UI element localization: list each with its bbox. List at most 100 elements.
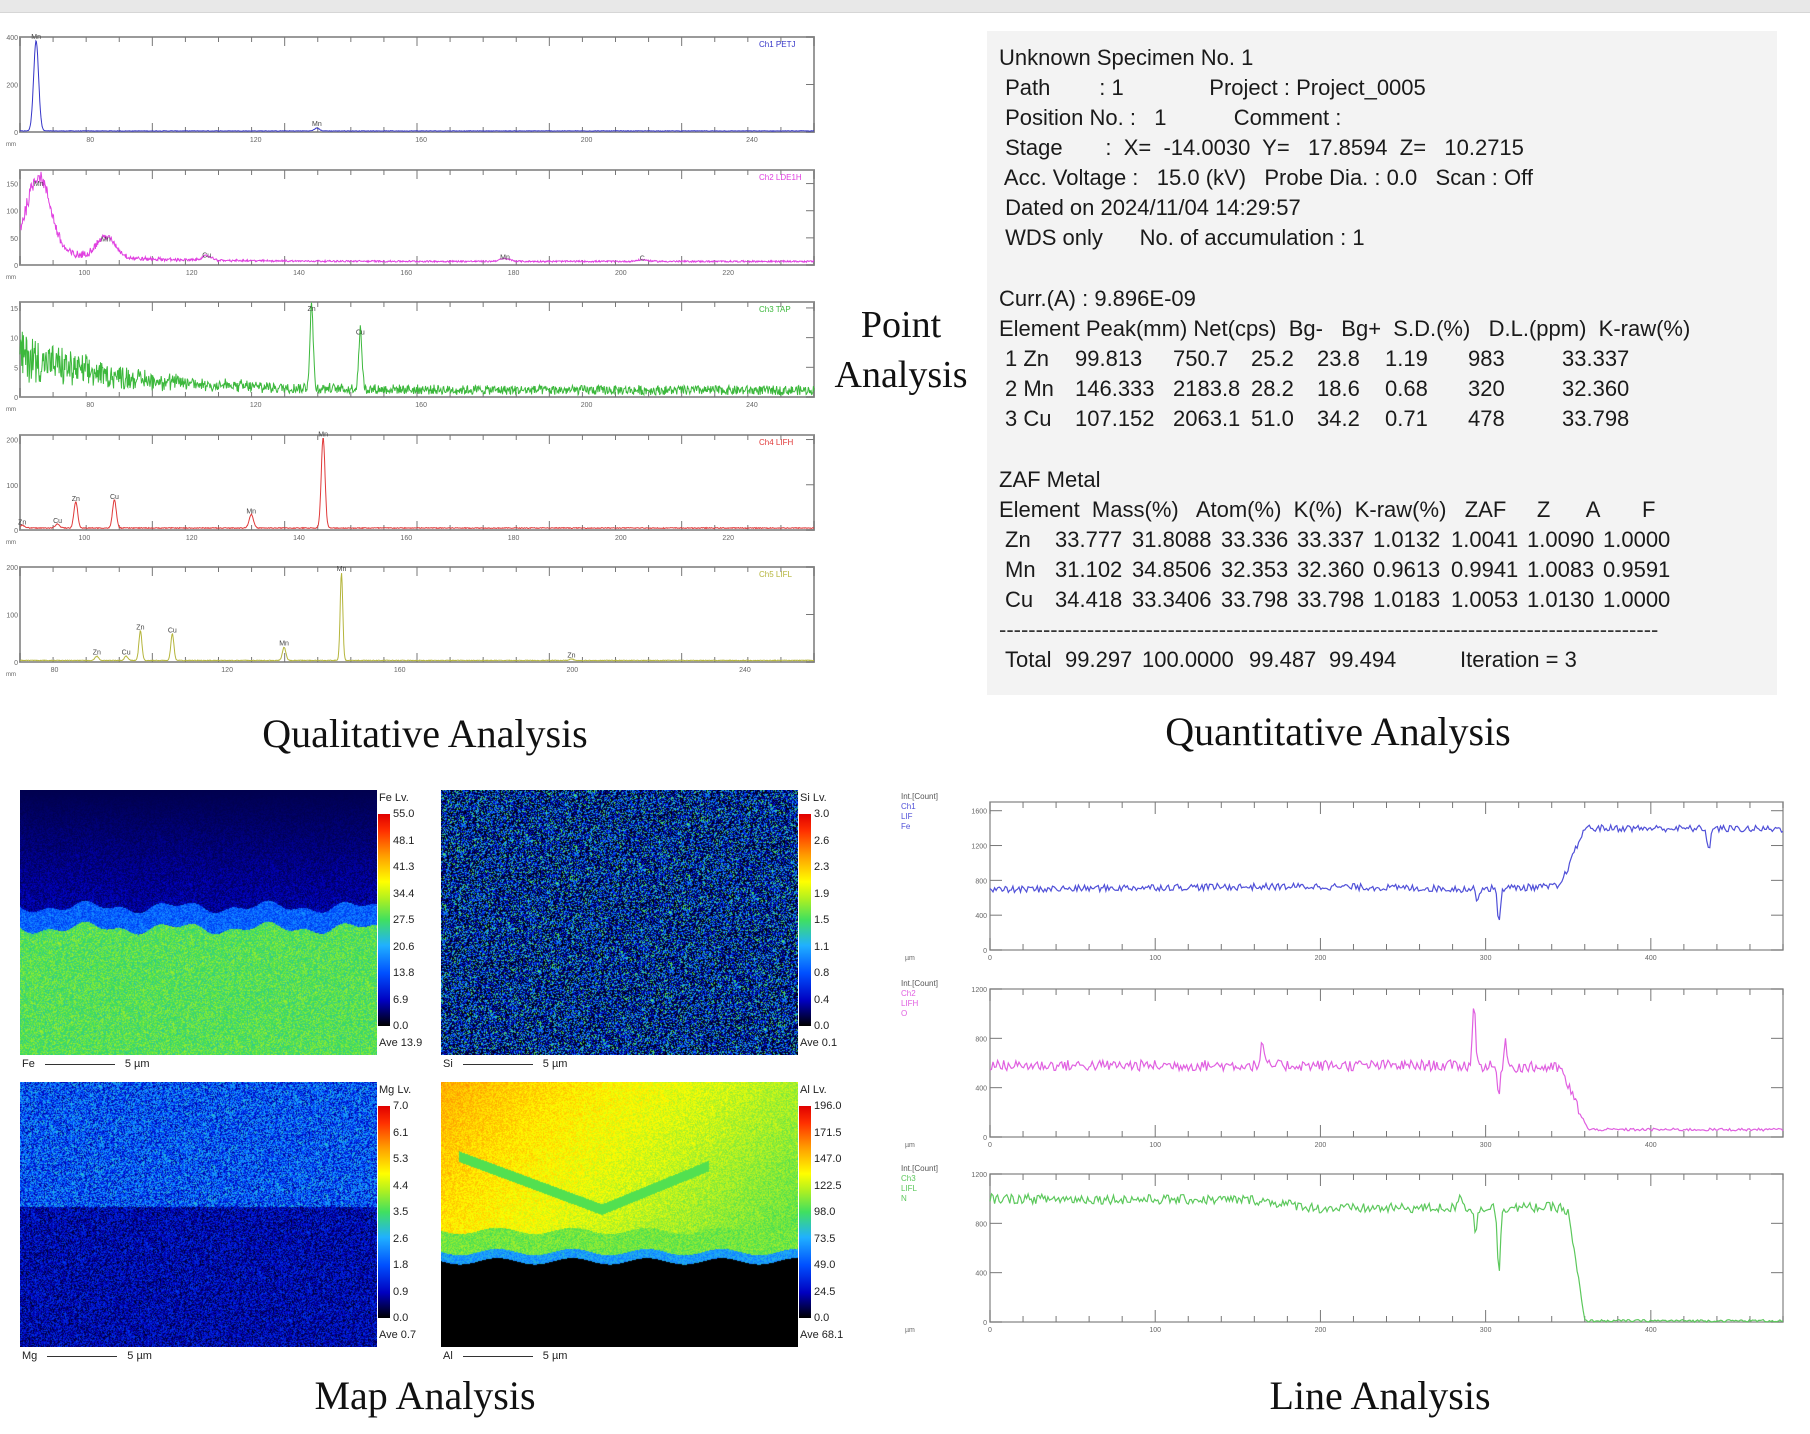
table-cell: 100.0000 (1142, 647, 1234, 672)
level-tick-label: 2.6 (814, 834, 830, 847)
spacer (999, 253, 1777, 284)
table-cell: 32.353 (1221, 557, 1289, 582)
report-header-line: Acc. Voltage : 15.0 (kV) Probe Dia. : 0.… (999, 165, 1533, 190)
x-unit-label: mm (6, 540, 16, 546)
level-tick-label: 171.5 (814, 1126, 842, 1139)
scale-line (462, 1355, 533, 1357)
channel-label: Ch4 LIFH (759, 438, 793, 447)
table-cell: 1.0041 (1451, 527, 1519, 552)
table-cell: 2 Mn (1005, 376, 1054, 401)
table-cell: Zn (1005, 527, 1031, 552)
table-cell: Iteration = 3 (1460, 647, 1577, 672)
level-tick-label: 2.3 (814, 861, 830, 873)
spectrum-chart-4: 100 120 140 160 180 200 220 0 100 200 mm Ch4 LIFH Zn… (6, 430, 820, 558)
peak-label: Zn (72, 496, 80, 503)
level-tick-label: 122.5 (814, 1179, 842, 1192)
window-top-bar (0, 0, 1810, 13)
y-tick-label: 0 (14, 660, 18, 667)
report-header-line: Unknown Specimen No. 1 (999, 45, 1254, 70)
level-tick-label: 0.8 (814, 967, 830, 979)
y-tick-label: 200 (6, 438, 18, 445)
x-tick-label: 300 (1480, 1142, 1492, 1149)
x-tick-label: 200 (615, 270, 627, 277)
channel-label: Ch5 LIFL (759, 570, 792, 579)
separator-line: ----------------------------------------… (999, 617, 1659, 642)
level-tick-label: 41.3 (393, 861, 415, 873)
average-value: Ave 13.9 (379, 1037, 423, 1049)
y-tick-label: 0 (983, 1135, 987, 1142)
report-header-line: Stage : X= -14.0030 Y= 17.8594 Z= 10.271… (999, 135, 1524, 160)
color-scale-bar (378, 814, 390, 1026)
x-tick-label: 200 (581, 402, 593, 409)
x-tick-label: 160 (400, 270, 412, 277)
peak-label: Zn (93, 650, 101, 657)
peak-label: Cu (356, 330, 365, 337)
level-tick-label: 1.9 (814, 887, 830, 900)
y-tick-label: 0 (14, 395, 18, 402)
profile-line (989, 823, 1784, 921)
x-tick-label: 160 (415, 137, 427, 144)
peak-label: Mn (500, 254, 510, 261)
x-tick-label: 400 (1645, 955, 1657, 962)
element-map-mg: Mg Lv. 7.0 6.1 5.3 4.4 3.5 2.6 1.8 0.9 0.0 Ave 0.7… (20, 1082, 440, 1372)
map-analysis-caption: Map Analysis (314, 1373, 536, 1418)
map-element-label: Fe (22, 1058, 35, 1070)
plot-frame (19, 36, 815, 133)
table-cell: 34.8506 (1132, 557, 1212, 582)
map-image (20, 1082, 377, 1347)
x-tick-label: 400 (1645, 1327, 1657, 1334)
average-value: Ave 0.1 (800, 1037, 838, 1049)
table-cell: 983 (1468, 346, 1505, 371)
table-cell: 31.8088 (1132, 527, 1212, 552)
table-row: 2 Mn 146.333 2183.8 28.2 18.6 0.68 320 32.360 (999, 374, 1777, 404)
y-tick-label: 150 (6, 182, 18, 189)
table-row: 3 Cu 107.152 2063.1 51.0 34.2 0.71 478 33.798 (999, 404, 1777, 434)
table-cell: 28.2 (1251, 376, 1294, 401)
level-tick-label: 0.0 (393, 1020, 409, 1032)
x-tick-label: 160 (400, 535, 412, 542)
table-cell: 1.0183 (1373, 587, 1441, 612)
level-tick-label: 3.5 (393, 1206, 409, 1218)
scale-length-label: 5 µm (542, 1058, 568, 1070)
plot-frame (19, 301, 815, 398)
level-tick-label: 0.9 (393, 1285, 409, 1298)
x-unit-label: mm (6, 275, 16, 281)
x-tick-label: 120 (186, 270, 198, 277)
peak-label: Cu (168, 627, 177, 634)
report-header-line: Position No. : 1 Comment : (999, 105, 1342, 130)
x-tick-label: 0 (988, 1142, 992, 1149)
peak-label: Mn (31, 34, 41, 41)
peak-label: C (640, 255, 645, 262)
color-scale-bar (799, 1106, 811, 1318)
table-cell: 33.777 (1055, 527, 1123, 552)
table-cell: 99.813 (1075, 346, 1143, 371)
table-cell: 31.102 (1055, 557, 1123, 582)
peak-label: Cu (53, 518, 62, 525)
qualitative-analysis-caption: Qualitative Analysis (262, 711, 588, 756)
table-row: Zn 33.777 31.8088 33.336 33.337 1.0132 1.0041 1… (999, 525, 1777, 555)
x-tick-label: 240 (739, 667, 751, 674)
profile-legend-text: Ch2 (901, 989, 916, 998)
x-tick-label: 180 (508, 270, 520, 277)
peak-label: Mn (34, 181, 44, 188)
x-tick-label: 100 (1149, 1327, 1161, 1334)
table-cell: 320 (1468, 376, 1505, 401)
plot-frame (19, 434, 815, 531)
x-unit-label: mm (6, 407, 16, 413)
table-cell: 32.360 (1562, 376, 1630, 401)
x-tick-label: 80 (51, 667, 59, 674)
table-cell: 33.336 (1221, 527, 1289, 552)
level-tick-label: 1.1 (814, 940, 830, 953)
y-tick-label: 800 (975, 1221, 987, 1228)
line-analysis-caption: Line Analysis (1269, 1373, 1491, 1418)
y-tick-label: 1600 (971, 809, 987, 816)
x-tick-label: 120 (221, 667, 233, 674)
profile-legend-text: LIFL (901, 1184, 918, 1193)
table-cell: 33.337 (1297, 527, 1365, 552)
table-cell: 99.487 (1249, 647, 1317, 672)
y-tick-label: 200 (6, 83, 18, 90)
level-tick-label: 1.5 (814, 914, 830, 926)
caption-line: Point (860, 304, 942, 346)
peak-label: Mn (318, 432, 328, 439)
level-tick-label: 6.1 (393, 1126, 409, 1139)
